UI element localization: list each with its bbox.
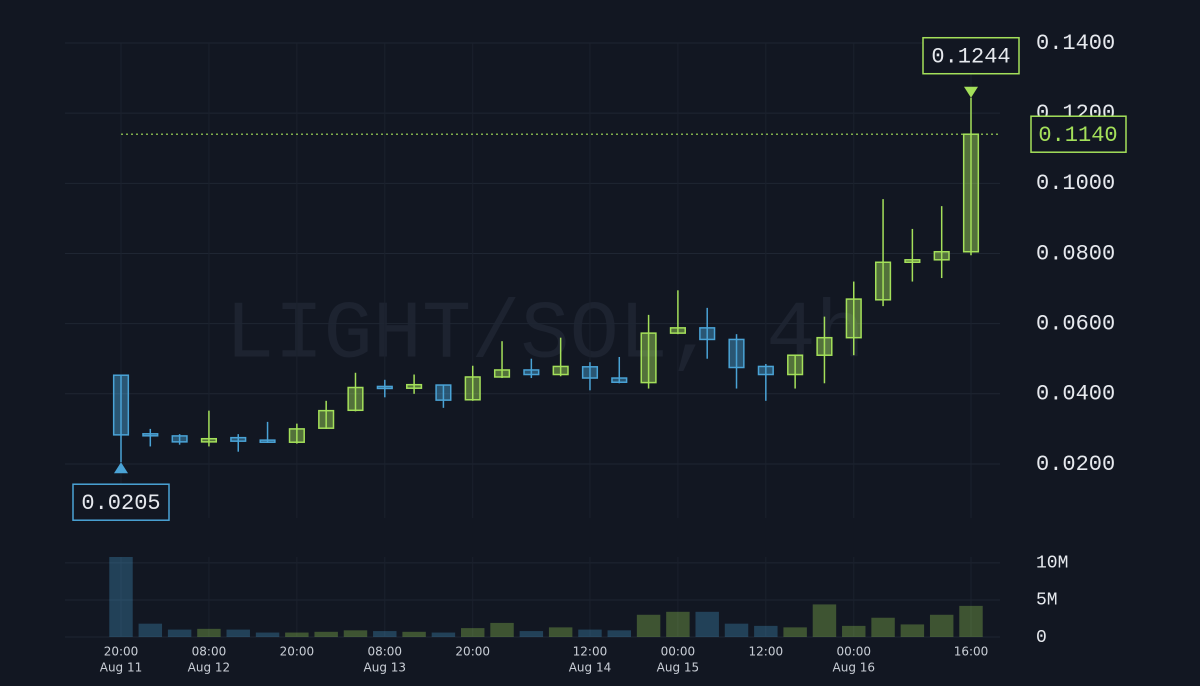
volume-bar — [783, 627, 807, 637]
candle-body — [523, 369, 540, 376]
candle-body — [435, 384, 452, 401]
volume-bar — [959, 605, 983, 637]
x-date-label: Aug 14 — [569, 661, 612, 675]
candle-body — [347, 386, 364, 412]
candle-body — [787, 354, 804, 376]
x-tick-label: 12:00 — [573, 645, 608, 659]
volume-bar — [871, 617, 895, 637]
volume-bar — [226, 629, 250, 637]
volume-bar — [490, 622, 514, 637]
candle-body — [611, 377, 628, 383]
candle-body — [112, 374, 130, 436]
volume-bar — [607, 630, 631, 637]
x-tick-label: 20:00 — [280, 645, 315, 659]
volume-bar — [167, 629, 192, 637]
volume-bar — [138, 623, 163, 637]
x-date-label: Aug 11 — [100, 661, 143, 675]
x-tick-label: 20:00 — [104, 645, 139, 659]
x-tick-label: 12:00 — [749, 645, 784, 659]
volume-bar — [636, 614, 661, 637]
volume-bar — [373, 631, 397, 637]
candle-body — [933, 250, 950, 261]
candle-body — [581, 366, 599, 379]
volume-bar — [724, 623, 749, 637]
y-tick-label: 0.0600 — [1036, 311, 1115, 336]
x-tick-label: 00:00 — [836, 645, 871, 659]
candle-body — [259, 439, 276, 443]
candle-body — [230, 436, 247, 442]
candle-body — [904, 259, 921, 264]
low-marker — [114, 462, 128, 474]
volume-bar — [343, 630, 368, 637]
y-tick-label: 0.1000 — [1036, 171, 1115, 196]
high-label: 0.1244 — [931, 45, 1010, 70]
candle-body — [728, 338, 745, 369]
candle-body — [288, 428, 305, 443]
candle-body — [552, 365, 569, 376]
volume-tick-label: 5M — [1036, 591, 1058, 611]
x-tick-label: 08:00 — [367, 645, 402, 659]
x-tick-label: 20:00 — [455, 645, 490, 659]
low-label: 0.0205 — [81, 491, 160, 516]
candle-body — [200, 437, 218, 443]
candle-body — [640, 332, 657, 384]
volume-bar — [431, 632, 456, 637]
candle-body — [874, 261, 892, 301]
volume-bar — [929, 614, 954, 637]
x-tick-label: 16:00 — [954, 645, 989, 659]
x-tick-label: 00:00 — [661, 645, 696, 659]
y-tick-label: 0.1400 — [1036, 31, 1115, 56]
candle-body — [142, 433, 159, 437]
volume-bar — [666, 611, 690, 637]
volume-bar — [842, 625, 866, 637]
last-price-box — [1030, 115, 1127, 153]
candle-body — [464, 376, 481, 401]
volume-bar — [285, 632, 309, 637]
candle-body — [493, 369, 511, 378]
volume-tick-label: 0 — [1036, 628, 1047, 648]
volume-bar — [402, 631, 426, 637]
candle-body — [318, 409, 335, 429]
volume-bar — [900, 624, 925, 637]
y-tick-label: 0.0400 — [1036, 382, 1115, 407]
candle-body — [757, 365, 774, 376]
high-marker — [964, 86, 978, 98]
candle-body — [816, 336, 833, 356]
candle-body — [171, 435, 188, 443]
volume-bar — [548, 627, 573, 637]
volume-bar — [695, 611, 719, 637]
volume-bar — [519, 631, 544, 637]
candle-body — [962, 133, 980, 253]
high-label-box — [922, 36, 1020, 75]
x-date-label: Aug 12 — [188, 661, 231, 675]
volume-bar — [812, 604, 837, 637]
volume-bar — [197, 628, 221, 637]
candle-body — [669, 327, 686, 334]
y-tick-label: 0.0200 — [1036, 452, 1115, 477]
volume-bar — [754, 625, 778, 637]
volume-bar — [314, 631, 338, 637]
last-price-label: 0.1140 — [1038, 123, 1117, 148]
volume-tick-label: 10M — [1036, 554, 1068, 574]
candle-body — [406, 383, 423, 389]
low-label-box — [72, 483, 170, 521]
y-tick-label: 0.0800 — [1036, 241, 1115, 266]
candle-body — [376, 385, 393, 390]
volume-bar — [109, 557, 133, 637]
x-date-label: Aug 13 — [364, 661, 407, 675]
x-tick-label: 08:00 — [192, 645, 227, 659]
x-date-label: Aug 16 — [833, 661, 876, 675]
candle-body — [845, 298, 862, 339]
volume-bar — [461, 628, 485, 637]
volume-bar — [578, 629, 602, 637]
x-date-label: Aug 15 — [657, 661, 700, 675]
candle-body — [699, 327, 716, 341]
volume-bar — [255, 632, 280, 637]
